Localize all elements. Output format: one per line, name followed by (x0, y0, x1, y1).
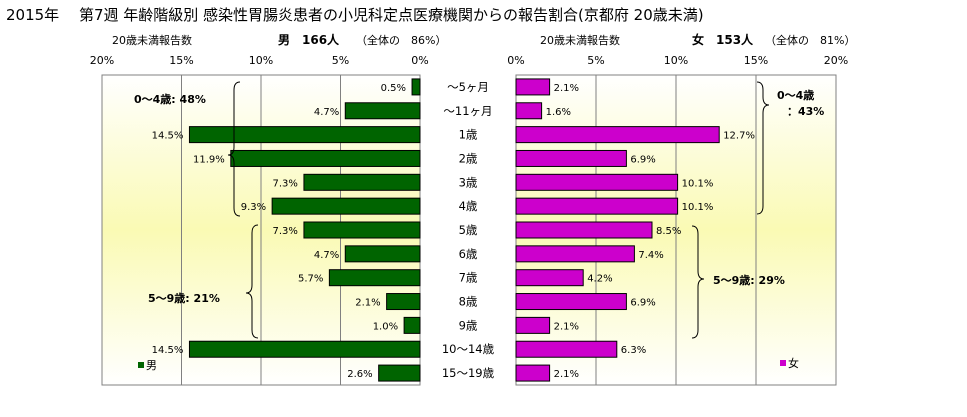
female-value-label: 6.9% (630, 298, 655, 309)
chart-title: 2015年 第7週 年齢階級別 感染性胃腸炎患者の小児科定点医療機関からの報告割… (6, 6, 704, 24)
male-legend: 男 (138, 359, 157, 372)
male-bar (188, 126, 421, 144)
female-bar (515, 197, 679, 215)
male-value-label: 2.6% (347, 369, 372, 380)
female-value-label: 4.2% (587, 274, 612, 285)
female-annotation-5-9: 5～9歳: 29% (713, 273, 785, 287)
male-value-label: 2.1% (355, 298, 380, 309)
male-bar (386, 293, 421, 311)
male-bar (303, 173, 421, 191)
category-label: 7歳 (459, 271, 478, 285)
female-x-tick-label: 10% (664, 54, 688, 67)
male-bar (328, 269, 421, 287)
female-summary: 女 153人 (692, 32, 754, 47)
female-value-label: 10.1% (682, 202, 714, 213)
female-brace-0-4 (756, 81, 770, 215)
female-brace-5-9 (691, 225, 705, 339)
female-bar (515, 269, 584, 287)
category-label: ～11ヶ月 (443, 104, 492, 118)
male-bar (378, 364, 421, 382)
female-share: （全体の 81%） (765, 33, 855, 47)
male-share: （全体の 86%） (356, 33, 446, 47)
male-x-tick-label: 10% (249, 54, 273, 67)
female-bar (515, 316, 551, 334)
male-annotation-5-9: 5～9歳: 21% (148, 291, 220, 305)
female-bar (515, 78, 551, 96)
category-label: 15～19歳 (442, 366, 495, 380)
category-label: 1歳 (459, 128, 478, 142)
male-value-label: 7.3% (273, 178, 298, 189)
female-legend: 女 (780, 356, 799, 370)
category-label: 8歳 (459, 295, 478, 309)
male-legend-label: 男 (146, 359, 157, 372)
female-caption: 20歳未満報告数 (540, 34, 620, 47)
female-value-label: 8.5% (656, 226, 681, 237)
female-value-label: 1.6% (546, 107, 571, 118)
male-bar (271, 197, 421, 215)
female-bar (515, 149, 627, 167)
male-bar (344, 245, 421, 263)
male-caption: 20歳未満報告数 (112, 34, 192, 47)
male-bar (344, 102, 421, 120)
category-label: ～5ヶ月 (447, 80, 489, 94)
female-bar (515, 245, 635, 263)
female-bar (515, 293, 627, 311)
category-label: 6歳 (459, 247, 478, 261)
female-bar (515, 173, 679, 191)
male-bar (230, 149, 421, 167)
female-value-label: 6.9% (630, 154, 655, 165)
male-x-tick-label: 0% (411, 54, 428, 67)
female-x-tick-label: 0% (507, 54, 524, 67)
male-value-label: 7.3% (273, 226, 298, 237)
female-annotation-0-4: 0～4歳 (777, 88, 814, 102)
female-value-label: 6.3% (621, 345, 646, 356)
category-label: 3歳 (459, 175, 478, 189)
female-bar (515, 126, 720, 144)
male-x-tick-label: 5% (332, 54, 349, 67)
male-value-label: 9.3% (241, 202, 266, 213)
category-label: 2歳 (459, 151, 478, 165)
male-bar (411, 78, 421, 96)
female-bar (515, 340, 618, 358)
female-x-tick-label: 15% (744, 54, 768, 67)
male-value-label: 5.7% (298, 274, 323, 285)
female-x-tick-label: 20% (824, 54, 848, 67)
category-label: 4歳 (459, 199, 478, 213)
female-value-label: 2.1% (554, 321, 579, 332)
male-value-label: 14.5% (152, 131, 184, 142)
female-value-label: 2.1% (554, 83, 579, 94)
male-bar (403, 316, 421, 334)
female-x-tick-label: 5% (587, 54, 604, 67)
female-value-label: 7.4% (638, 250, 663, 261)
male-value-label: 4.7% (314, 250, 339, 261)
female-bar (515, 102, 543, 120)
female-value-label: 10.1% (682, 178, 714, 189)
female-annotation-0-4-pct: ：43% (787, 105, 824, 118)
male-bar (303, 221, 421, 239)
male-x-tick-label: 15% (169, 54, 193, 67)
male-annotation-0-4: 0～4歳: 48% (134, 92, 206, 106)
category-label: 9歳 (459, 318, 478, 332)
male-brace-0-4 (227, 81, 241, 217)
female-value-label: 12.7% (723, 131, 755, 142)
male-brace-5-9 (245, 224, 259, 339)
male-value-label: 0.5% (381, 83, 406, 94)
female-value-label: 2.1% (554, 369, 579, 380)
male-summary: 男 166人 (278, 32, 340, 47)
male-value-label: 11.9% (193, 154, 225, 165)
male-legend-swatch (138, 362, 144, 368)
female-bar (515, 221, 653, 239)
female-bar (515, 364, 551, 382)
male-value-label: 4.7% (314, 107, 339, 118)
category-label: 10～14歳 (442, 342, 495, 356)
male-value-label: 14.5% (152, 345, 184, 356)
category-label: 5歳 (459, 223, 478, 237)
male-x-tick-label: 20% (90, 54, 114, 67)
female-legend-swatch (780, 360, 786, 366)
male-bar (188, 340, 421, 358)
male-value-label: 1.0% (373, 321, 398, 332)
female-legend-label: 女 (788, 356, 799, 370)
